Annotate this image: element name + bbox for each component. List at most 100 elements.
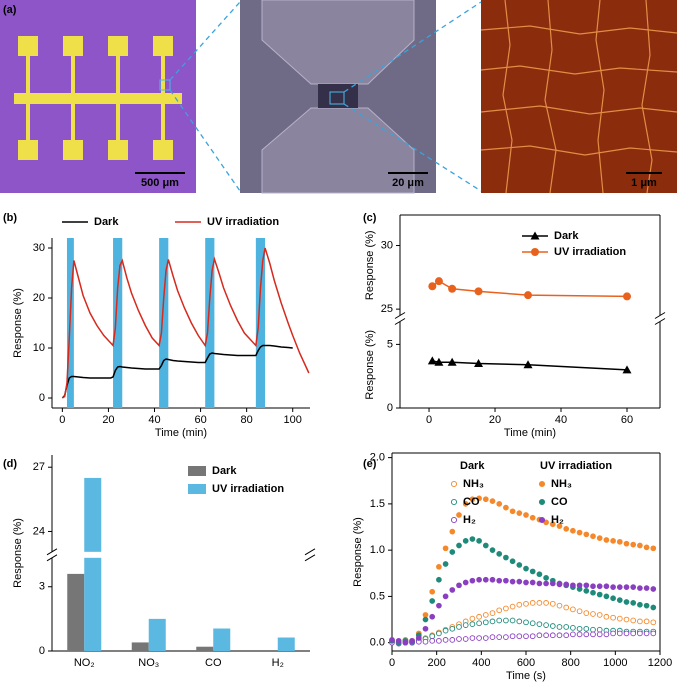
point <box>563 624 570 630</box>
point <box>449 637 456 643</box>
zoom-box <box>329 91 345 105</box>
x-tick-label: 200 <box>427 657 445 669</box>
point <box>516 562 523 568</box>
point <box>583 531 590 538</box>
point <box>422 638 429 645</box>
point <box>436 630 442 637</box>
pad <box>18 140 38 160</box>
point <box>482 635 489 641</box>
point <box>509 508 516 515</box>
point <box>616 630 623 637</box>
x-tick-label: 20 <box>489 414 501 426</box>
point <box>623 599 630 605</box>
x-tick-label: 40 <box>148 414 160 426</box>
point <box>449 549 456 555</box>
point <box>616 538 623 545</box>
point <box>469 621 476 628</box>
sem-pad <box>261 0 415 85</box>
point <box>549 600 556 607</box>
legend-label: H₂ <box>551 514 564 526</box>
bar <box>148 618 166 651</box>
point <box>476 635 482 641</box>
point <box>516 601 523 608</box>
point <box>603 593 610 600</box>
point <box>402 639 409 646</box>
point <box>563 581 570 588</box>
point <box>489 634 496 640</box>
point <box>570 625 576 631</box>
point <box>650 619 657 626</box>
lead <box>71 104 75 140</box>
point <box>442 627 449 634</box>
point <box>650 630 657 637</box>
point <box>476 576 482 583</box>
point <box>389 637 395 643</box>
point <box>395 637 402 644</box>
point <box>476 620 482 627</box>
point <box>536 632 543 639</box>
marker <box>623 292 632 301</box>
point <box>469 635 476 641</box>
point <box>503 577 509 584</box>
legend-label: Dark <box>94 216 119 228</box>
point <box>543 575 549 581</box>
point <box>630 630 637 637</box>
point <box>556 632 563 639</box>
series-line <box>61 247 310 399</box>
point <box>650 545 657 552</box>
point <box>536 580 543 587</box>
point <box>583 610 590 616</box>
point <box>637 585 643 591</box>
point <box>429 613 436 620</box>
point <box>596 612 603 618</box>
point <box>429 633 436 640</box>
wrinkle <box>502 0 513 194</box>
bar <box>84 477 102 552</box>
x-tick-label: 1000 <box>603 657 627 669</box>
point <box>630 600 637 606</box>
point <box>556 581 563 588</box>
point <box>456 582 462 589</box>
point <box>576 529 583 536</box>
legend-swatch <box>450 480 458 488</box>
point <box>610 538 616 544</box>
point <box>536 621 543 628</box>
point <box>415 635 422 641</box>
axis-break <box>304 554 316 562</box>
point <box>610 630 616 637</box>
y-tick-label: 1.0 <box>370 544 385 556</box>
axis-break <box>46 548 58 556</box>
point <box>489 610 496 616</box>
axis-break <box>394 312 406 319</box>
point <box>610 584 616 591</box>
x-tick-label: 400 <box>472 657 490 669</box>
y-axis-label: Response (%) <box>12 288 24 358</box>
point <box>616 597 623 603</box>
y-tick-label: 5 <box>387 338 393 350</box>
point <box>462 636 469 642</box>
panel-label: (b) <box>3 212 17 224</box>
y-axis-label: Response (%) <box>364 230 376 300</box>
point <box>489 498 496 504</box>
point <box>637 542 643 549</box>
point <box>496 617 503 624</box>
marker <box>427 356 437 365</box>
point <box>583 625 590 632</box>
point <box>630 617 637 624</box>
point <box>570 527 576 534</box>
marker <box>428 282 437 291</box>
x-tick-label: 600 <box>517 657 535 669</box>
panel-label: (c) <box>363 212 377 224</box>
point <box>462 538 469 544</box>
legend-marker <box>531 248 539 256</box>
point <box>603 537 610 543</box>
marker <box>434 357 444 366</box>
lead <box>26 104 30 140</box>
point <box>590 631 596 638</box>
point <box>603 583 610 590</box>
marker <box>474 358 484 367</box>
point <box>509 558 516 565</box>
legend-label: UV irradiation <box>554 246 626 258</box>
legend-title: UV irradiation <box>540 460 612 472</box>
point <box>643 630 650 637</box>
